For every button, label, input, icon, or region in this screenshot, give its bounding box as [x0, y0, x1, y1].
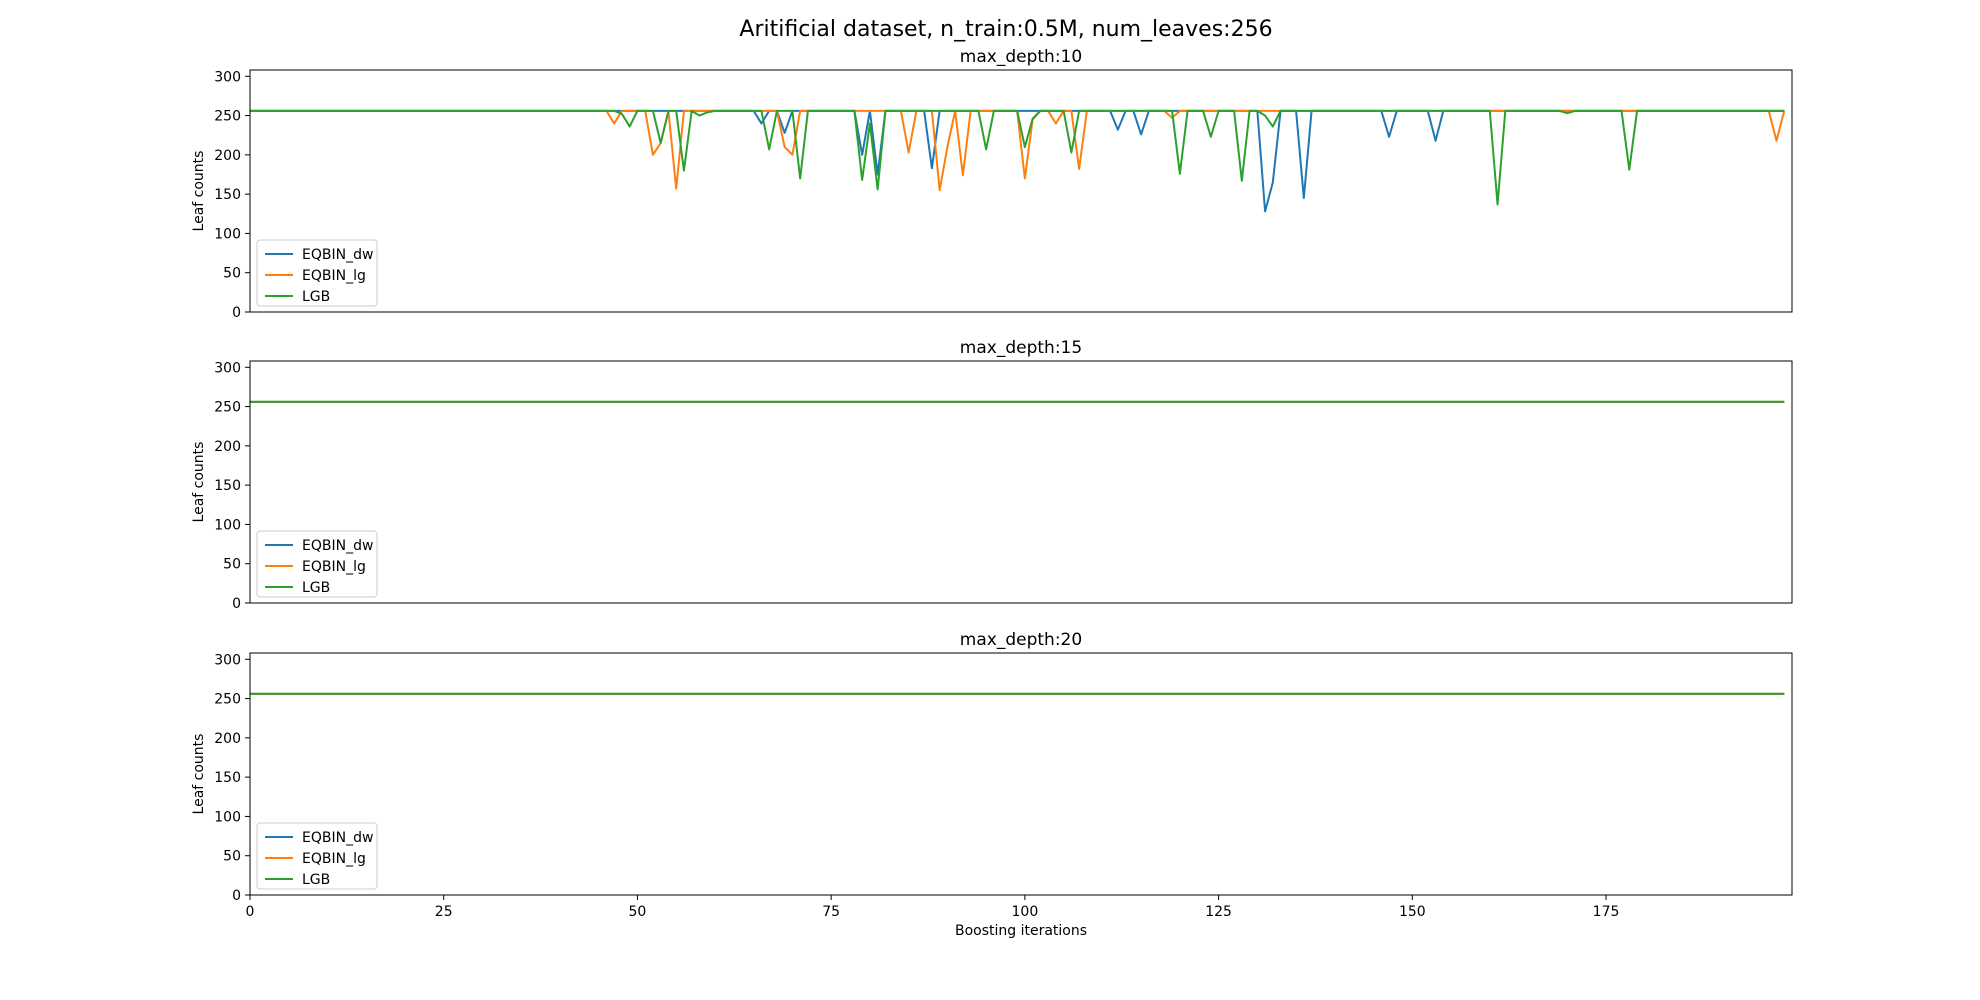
subplot-title: max_depth:15 [960, 338, 1082, 358]
x-tick-label: 25 [435, 904, 453, 920]
y-tick-label: 250 [214, 400, 241, 416]
subplot-title: max_depth:20 [960, 630, 1082, 650]
x-tick-label: 175 [1593, 904, 1620, 920]
y-tick-label: 100 [214, 809, 241, 825]
y-tick-label: 50 [223, 849, 241, 865]
legend-box [256, 239, 378, 307]
x-tick-label: 125 [1205, 904, 1232, 920]
legend: EQBIN_dw EQBIN_lg LGB [256, 822, 378, 890]
legend-label: EQBIN_dw [302, 247, 373, 263]
y-tick-label: 50 [223, 557, 241, 573]
subplot-1: max_depth:10 0 50 100 150 200 250 300 Leaf count… [191, 47, 1793, 321]
y-tick-label: 250 [214, 109, 241, 125]
series-line-lgb [250, 109, 1785, 206]
axes-frame [249, 360, 1793, 604]
axes-frame [249, 69, 1793, 313]
y-tick-label: 300 [214, 69, 241, 85]
y-tick-label: 0 [232, 596, 241, 612]
legend-box [256, 822, 378, 890]
legend-box [256, 530, 378, 598]
y-tick-label: 300 [214, 652, 241, 668]
legend-label: LGB [302, 289, 330, 305]
legend-label: EQBIN_lg [302, 268, 366, 284]
y-axis-label: Leaf counts [191, 151, 207, 232]
x-axis-label: Boosting iterations [955, 923, 1087, 939]
x-tick-label: 0 [246, 904, 255, 920]
y-tick-label: 200 [214, 148, 241, 164]
y-tick-label: 100 [214, 517, 241, 533]
figure-suptitle: Aritificial dataset, n_train:0.5M, num_l… [739, 17, 1272, 42]
legend-label: EQBIN_dw [302, 830, 373, 846]
y-tick-label: 50 [223, 266, 241, 282]
y-tick-label: 200 [214, 731, 241, 747]
subplot-title: max_depth:10 [960, 47, 1082, 67]
legend-label: EQBIN_lg [302, 559, 366, 575]
y-tick-label: 150 [214, 478, 241, 494]
x-tick-label: 75 [822, 904, 840, 920]
legend-label: EQBIN_lg [302, 851, 366, 867]
legend: EQBIN_dw EQBIN_lg LGB [256, 530, 378, 598]
x-tick-label: 150 [1399, 904, 1426, 920]
y-axis-label: Leaf counts [191, 442, 207, 523]
plot-area [250, 109, 1786, 213]
x-tick-label: 100 [1012, 904, 1039, 920]
y-tick-label: 0 [232, 305, 241, 321]
legend-label: EQBIN_dw [302, 538, 373, 554]
axes-frame [249, 652, 1793, 896]
y-tick-label: 150 [214, 187, 241, 203]
subplot-2: max_depth:15 0 50 100 150 200 250 300 Leaf count… [191, 338, 1793, 612]
y-tick-label: 0 [232, 888, 241, 904]
y-tick-label: 200 [214, 439, 241, 455]
y-axis-label: Leaf counts [191, 734, 207, 815]
y-tick-label: 100 [214, 226, 241, 242]
y-tick-label: 300 [214, 360, 241, 376]
legend-label: LGB [302, 872, 330, 888]
y-tick-label: 150 [214, 770, 241, 786]
x-tick-label: 50 [629, 904, 647, 920]
y-tick-label: 250 [214, 692, 241, 708]
legend: EQBIN_dw EQBIN_lg LGB [256, 239, 378, 307]
legend-label: LGB [302, 580, 330, 596]
